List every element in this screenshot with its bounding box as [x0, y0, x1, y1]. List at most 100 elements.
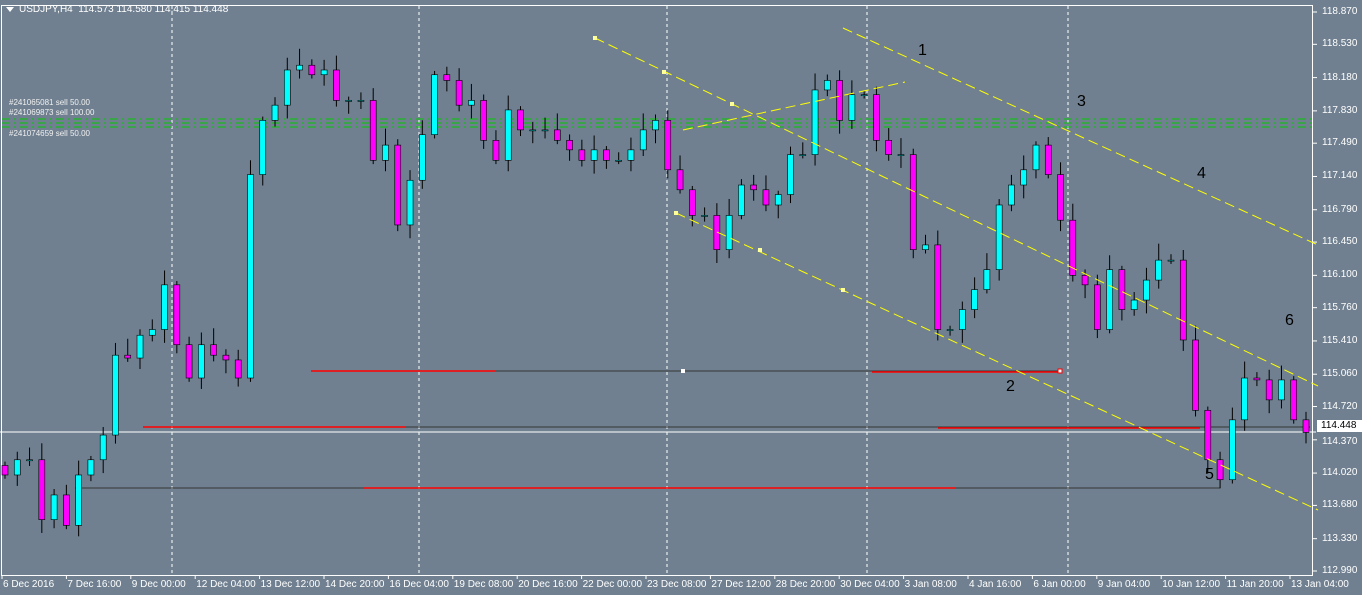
- wave-label: 6: [1285, 312, 1294, 329]
- bear-candle: [308, 64, 316, 76]
- wave-label: 2: [1006, 378, 1015, 395]
- time-tick-label: 6 Jan 00:00: [1033, 579, 1086, 590]
- bear-candle: [369, 100, 377, 161]
- time-tick-label: 6 Dec 2016: [3, 579, 55, 590]
- bull-candle: [701, 215, 708, 217]
- bull-candle: [112, 354, 119, 436]
- bear-candle: [1290, 379, 1298, 421]
- bull-candle: [995, 204, 1003, 270]
- order-label: #241074659 sell 50.00: [9, 129, 90, 138]
- price-tick-label: 116.100: [1322, 269, 1358, 281]
- price-tick-label: 114.370: [1322, 435, 1358, 447]
- bear-candle: [38, 459, 46, 520]
- time-tick-label: 12 Dec 04:00: [196, 579, 256, 590]
- bull-candle: [848, 94, 856, 121]
- bear-candle: [1057, 174, 1064, 221]
- time-tick-label: 19 Dec 08:00: [453, 579, 514, 590]
- price-tick-label: 113.680: [1322, 499, 1358, 511]
- time-tick-label: 9 Jan 04:00: [1097, 579, 1151, 590]
- price-tick-label: 116.790: [1322, 203, 1358, 215]
- bull-candle: [99, 434, 107, 461]
- wave-label: 3: [1077, 93, 1086, 110]
- price-tick-label: 117.140: [1322, 170, 1358, 182]
- bear-candle: [885, 140, 892, 155]
- bull-candle: [198, 344, 205, 379]
- bull-candle: [382, 144, 389, 161]
- channel-anchors[interactable]: [593, 36, 845, 292]
- bull-candle: [1229, 419, 1236, 481]
- bull-candle: [738, 184, 745, 216]
- bear-candle: [554, 129, 561, 141]
- bear-candle: [173, 284, 181, 346]
- bull-candle: [1130, 299, 1138, 310]
- bear-candle: [1216, 459, 1224, 481]
- bull-candle: [75, 474, 82, 526]
- bull-candle: [787, 154, 794, 195]
- bull-candle: [971, 289, 978, 310]
- price-tick-label: 112.990: [1322, 565, 1358, 576]
- bear-candle: [934, 244, 942, 330]
- price-tick-label: 115.060: [1322, 368, 1358, 380]
- chart-header: USDJPY,H4 114.573 114.580 114.415 114.44…: [6, 4, 228, 15]
- time-tick-label: 11 Jan 20:00: [1226, 579, 1284, 590]
- bear-candle: [1179, 259, 1187, 341]
- price-ticks: [1313, 11, 1317, 572]
- bear-candle: [578, 149, 586, 161]
- bull-candle: [406, 179, 414, 226]
- bull-candle: [860, 94, 868, 97]
- wave-label: 1: [918, 42, 927, 59]
- horizontal-levels[interactable]: [75, 368, 1310, 489]
- bull-candle: [652, 120, 659, 131]
- bear-candle: [1192, 339, 1199, 411]
- bull-candle: [1143, 279, 1150, 301]
- price-tick-label: 115.410: [1322, 334, 1358, 346]
- bear-candle: [1265, 379, 1273, 401]
- bull-candle: [247, 174, 254, 379]
- bear-candle: [394, 144, 402, 226]
- bear-candle: [1, 465, 9, 476]
- bear-candle: [210, 344, 217, 356]
- bull-candle: [983, 269, 991, 290]
- bull-candle: [627, 149, 635, 161]
- bull-candle: [296, 64, 303, 71]
- wave-label: 5: [1205, 466, 1214, 483]
- time-ticks: [1, 575, 1291, 579]
- time-tick-label: 27 Dec 12:00: [711, 579, 771, 590]
- bull-candle: [283, 69, 291, 106]
- bull-candle: [1241, 377, 1248, 421]
- bear-candle: [836, 80, 843, 121]
- trend-channel[interactable]: [594, 27, 1319, 511]
- bull-candle: [259, 120, 267, 175]
- price-tick-label: 117.490: [1322, 137, 1358, 149]
- bull-candle: [529, 129, 537, 132]
- bear-candle: [713, 215, 721, 250]
- bear-candle: [566, 140, 573, 151]
- time-tick-label: 4 Jan 16:00: [969, 579, 1022, 590]
- time-tick-label: 23 Dec 08:00: [647, 579, 707, 590]
- bull-candle: [1106, 269, 1113, 330]
- bull-candle: [357, 100, 365, 102]
- bear-candle: [603, 149, 610, 161]
- bull-candle: [946, 329, 954, 331]
- bear-candle: [1094, 284, 1101, 330]
- bear-candle: [333, 69, 340, 101]
- time-tick-label: 20 Dec 16:00: [518, 579, 578, 590]
- bull-candle: [345, 100, 352, 102]
- bear-candle: [443, 74, 451, 81]
- bear-candle: [762, 189, 770, 206]
- dropdown-triangle-icon[interactable]: [6, 6, 14, 12]
- bull-candle: [824, 80, 831, 91]
- bear-candle: [664, 120, 672, 171]
- price-tick-label: 117.830: [1322, 104, 1358, 116]
- bear-candle: [1081, 275, 1089, 286]
- time-tick-label: 30 Dec 04:00: [840, 579, 900, 590]
- bull-candle: [1155, 259, 1163, 281]
- bear-candle: [1044, 144, 1052, 175]
- period-separators: [171, 6, 1069, 575]
- bull-candle: [639, 129, 647, 151]
- bull-candle: [725, 215, 733, 250]
- bear-candle: [676, 169, 684, 191]
- bull-candle: [959, 309, 966, 330]
- bear-candle: [1253, 377, 1261, 381]
